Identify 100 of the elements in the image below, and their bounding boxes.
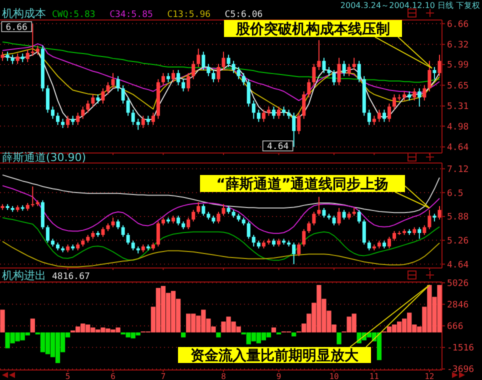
y-tick-label: 4.64 (447, 260, 469, 270)
candlestick (277, 106, 281, 120)
candlestick (50, 106, 54, 120)
candlestick (81, 106, 85, 120)
x-tick-label: 7 (160, 372, 166, 380)
candlestick (76, 112, 80, 126)
y-tick-label: 5.65 (447, 81, 469, 92)
candlestick (266, 106, 270, 116)
y-tick-label: 666 (447, 322, 464, 332)
y-tick-label: 6.66 (447, 20, 469, 30)
candlestick (262, 109, 266, 122)
candlestick (10, 54, 14, 64)
candlestick (141, 115, 145, 128)
candlestick (312, 211, 316, 226)
candlestick (176, 70, 180, 86)
candlestick (71, 115, 75, 126)
x-tick-label: 5 (65, 372, 70, 380)
candlestick (222, 204, 226, 216)
bar (336, 332, 342, 344)
candlestick (438, 206, 442, 220)
candlestick (226, 54, 230, 68)
candlestick (297, 242, 301, 257)
candlestick (131, 240, 135, 251)
candlestick (307, 220, 311, 234)
candlestick (428, 60, 432, 92)
bar (181, 332, 186, 338)
candlestick (337, 57, 341, 86)
y-tick-label: -3696 (447, 365, 474, 376)
candlestick (136, 118, 140, 130)
text: C5:6.06 (224, 10, 263, 20)
y-tick-label: 6.32 (447, 40, 469, 51)
candlestick (106, 82, 110, 95)
candlestick (272, 106, 276, 120)
candlestick (412, 88, 416, 102)
bar (216, 332, 221, 338)
x-tick-label: 9 (276, 372, 282, 380)
candlestick (116, 219, 120, 230)
candlestick (146, 115, 150, 126)
candlestick (322, 208, 326, 218)
annotation: 6.66 (6, 22, 28, 33)
candlestick (206, 63, 210, 77)
candlestick (111, 217, 115, 228)
candlestick (202, 51, 206, 71)
candlestick (418, 88, 422, 108)
candlestick (292, 112, 296, 148)
candlestick (357, 60, 361, 83)
candlestick (121, 84, 125, 104)
candlestick (202, 204, 206, 216)
candlestick (236, 66, 240, 80)
candlestick (312, 63, 316, 86)
candlestick (408, 90, 412, 102)
candlestick (367, 109, 371, 126)
candlestick (216, 63, 220, 83)
candlestick (0, 51, 4, 62)
candlestick (96, 94, 100, 104)
candlestick (16, 53, 20, 64)
y-tick-label: 4.98 (447, 122, 469, 132)
y-tick-label: 5.99 (447, 60, 469, 71)
candlestick (161, 72, 165, 86)
candlestick (186, 72, 190, 92)
candlestick (252, 234, 256, 247)
x-tick-label: 11 (369, 372, 380, 380)
candlestick (287, 109, 291, 120)
chart-subtitle: 4816.67 (52, 272, 90, 282)
candlestick (196, 202, 200, 214)
candlestick (216, 211, 220, 224)
candlestick (212, 70, 216, 83)
candlestick (372, 115, 376, 126)
candlestick (126, 96, 130, 116)
candlestick (126, 232, 130, 246)
candlestick (56, 112, 60, 126)
candlestick (432, 66, 436, 80)
y-tick-label: 6.5 (447, 188, 464, 199)
candlestick (342, 60, 346, 77)
y-tick-label: 5.88 (447, 212, 469, 223)
candlestick (46, 224, 50, 244)
bar (271, 327, 276, 332)
candlestick (86, 100, 90, 114)
x-tick-label: 12 (424, 372, 434, 380)
line-series (2, 240, 440, 268)
candlestick (192, 209, 196, 222)
candlestick (302, 228, 306, 247)
candlestick (418, 226, 422, 240)
bar (0, 310, 5, 332)
chart-title: 机构成本 (2, 7, 46, 20)
candlestick (91, 94, 95, 108)
bar (30, 318, 35, 332)
chart-subtitle: 2004.3.24～2004.12.10 日线 下复权 (340, 1, 480, 10)
x-tick-label: 10 (329, 372, 340, 380)
candlestick (101, 226, 105, 238)
y-tick-label: 4.64 (447, 143, 469, 154)
y-tick-label: 5026 (447, 278, 469, 289)
candlestick (317, 196, 321, 216)
candlestick (30, 186, 34, 208)
candlestick (282, 106, 286, 116)
candlestick (66, 115, 70, 128)
annotation: 资金流入量比前期明显放大 (190, 347, 360, 364)
candlestick (332, 215, 336, 226)
x-tick-label: 8 (221, 372, 226, 380)
y-tick-label: 2846 (447, 300, 469, 310)
